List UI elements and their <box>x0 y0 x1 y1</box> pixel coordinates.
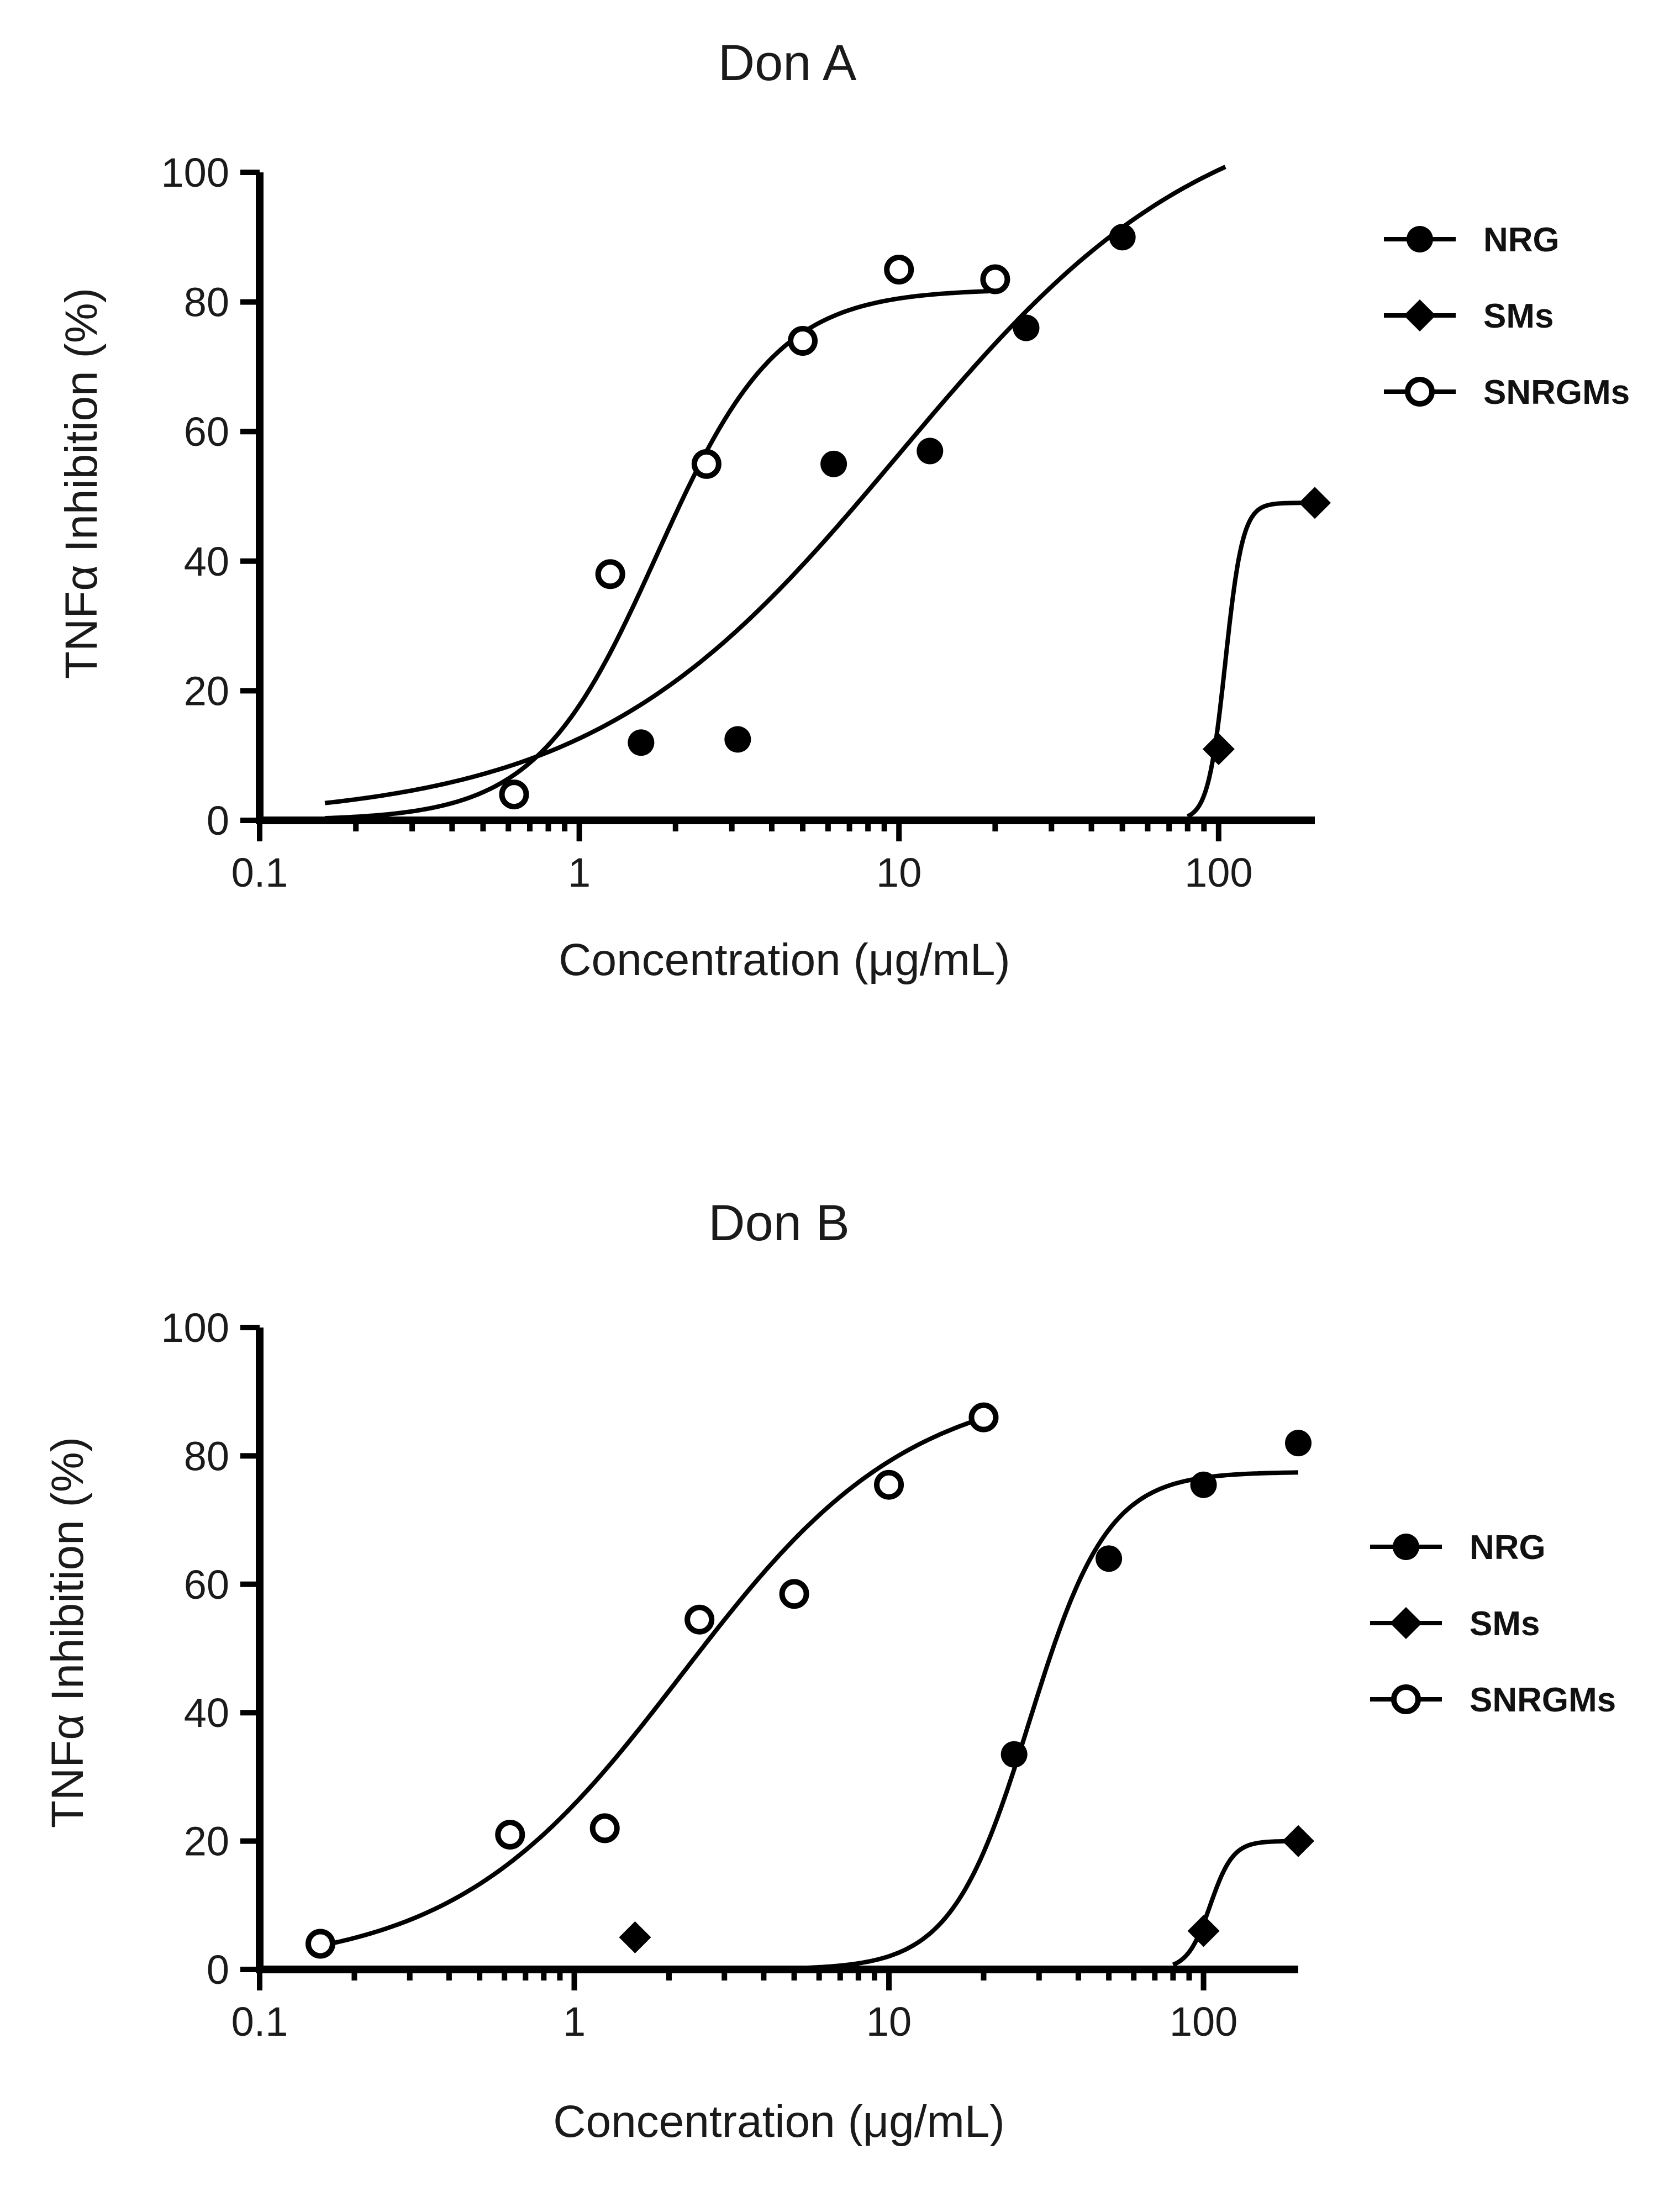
y-tick-label: 60 <box>184 409 229 455</box>
fit-curve-sms <box>1172 1839 1298 1967</box>
fit-curve-nrg <box>324 165 1226 805</box>
axes-frame <box>256 172 1315 824</box>
legend-label-nrg: NRG <box>1483 221 1560 259</box>
x-axis-label: Concentration (μg/mL) <box>559 935 1010 985</box>
data-point-snrgms <box>788 325 818 356</box>
x-axis-label: Concentration (μg/mL) <box>553 2097 1004 2147</box>
y-axis-label: TNFα Inhibition (%) <box>43 1437 93 1828</box>
y-tick-label: 100 <box>161 1305 229 1351</box>
data-point-nrg <box>1000 1741 1028 1768</box>
legend-marker-sms <box>1404 299 1436 331</box>
data-point-snrgms <box>305 1929 335 1959</box>
legend-label-sms: SMs <box>1483 297 1553 335</box>
data-point-snrgms <box>691 449 721 479</box>
data-point-nrg <box>1109 224 1136 251</box>
y-tick-label: 80 <box>184 280 229 325</box>
y-tick-label: 0 <box>207 798 229 844</box>
data-point-snrgms <box>968 1402 999 1432</box>
x-tick-label: 100 <box>1184 850 1252 896</box>
data-point-snrgms <box>980 264 1010 294</box>
data-point-snrgms <box>495 1819 525 1850</box>
data-point-sms <box>1187 1915 1220 1947</box>
data-point-nrg <box>724 726 751 753</box>
axes-frame <box>256 1328 1298 1973</box>
chart-don-b: Don B Concentration (μg/mL) TNFα Inhibit… <box>43 1195 1616 2147</box>
chart-don-a: Don A Concentration (μg/mL) TNFα Inhibit… <box>56 35 1630 985</box>
legend-label-sms: SMs <box>1470 1605 1540 1643</box>
data-point-snrgms <box>595 559 625 589</box>
data-point-nrg <box>1190 1471 1217 1498</box>
x-tick-label: 0.1 <box>231 1999 288 2045</box>
y-tick-label: 0 <box>207 1947 229 1993</box>
y-tick-label: 100 <box>161 150 229 196</box>
chart-title: Don A <box>718 35 857 91</box>
data-point-snrgms <box>874 1469 904 1500</box>
x-tick-label: 1 <box>563 1999 586 2045</box>
legend-label-snrgms: SNRGMs <box>1483 373 1630 412</box>
y-tick-label: 20 <box>184 1819 229 1864</box>
y-tick-label: 80 <box>184 1433 229 1479</box>
x-tick-label: 10 <box>876 850 921 896</box>
y-tick-label: 40 <box>184 1690 229 1736</box>
y-axis-label: TNFα Inhibition (%) <box>56 288 107 679</box>
data-point-nrg <box>1013 314 1040 341</box>
legend-marker-sms <box>1390 1607 1422 1639</box>
data-point-sms <box>619 1921 651 1953</box>
data-point-nrg <box>820 450 847 477</box>
legend-marker-nrg <box>1407 226 1433 252</box>
data-point-sms <box>1282 1825 1314 1857</box>
legend-label-snrgms: SNRGMs <box>1470 1681 1616 1719</box>
data-point-nrg <box>1285 1430 1312 1457</box>
data-point-snrgms <box>779 1579 809 1609</box>
fit-curve-snrgms <box>320 1415 984 1948</box>
data-point-snrgms <box>499 779 529 810</box>
legend-marker-nrg <box>1393 1534 1419 1560</box>
data-point-sms <box>1202 733 1235 765</box>
chart-title: Don B <box>708 1195 850 1251</box>
data-point-sms <box>1299 487 1331 519</box>
y-tick-label: 60 <box>184 1562 229 1608</box>
fit-curve-snrgms <box>324 288 996 821</box>
data-point-snrgms <box>589 1813 620 1843</box>
x-tick-label: 1 <box>568 850 591 896</box>
data-point-snrgms <box>684 1604 715 1635</box>
x-tick-label: 10 <box>866 1999 912 2045</box>
x-tick-label: 100 <box>1170 1999 1237 2045</box>
y-tick-label: 40 <box>184 539 229 584</box>
x-tick-label: 0.1 <box>231 850 288 896</box>
legend-label-nrg: NRG <box>1470 1529 1546 1567</box>
legend-marker-snrgms <box>1405 377 1435 407</box>
data-point-nrg <box>1096 1545 1123 1572</box>
data-point-nrg <box>917 438 944 465</box>
data-point-nrg <box>628 729 655 756</box>
data-point-snrgms <box>884 254 914 285</box>
y-tick-label: 20 <box>184 668 229 714</box>
fit-curve-sms <box>1186 501 1315 819</box>
legend-marker-snrgms <box>1391 1684 1421 1714</box>
